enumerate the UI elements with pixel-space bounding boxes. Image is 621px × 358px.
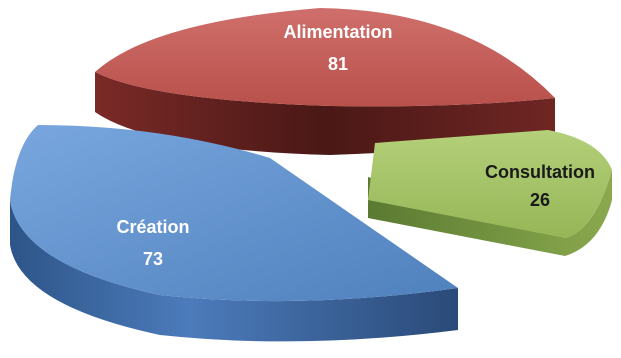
slice-consultation-value: 26 (530, 190, 550, 210)
slice-creation-side (10, 200, 458, 342)
slice-alimentation-value: 81 (328, 54, 348, 74)
slice-alimentation-top (95, 8, 555, 107)
slice-alimentation-label: Alimentation (283, 22, 392, 42)
slice-creation-value: 73 (143, 249, 163, 269)
slice-consultation[interactable]: Consultation 26 (368, 130, 612, 256)
slice-consultation-top (368, 130, 612, 238)
slice-creation[interactable]: Création 73 (10, 125, 458, 342)
slice-alimentation[interactable]: Alimentation 81 (95, 8, 555, 155)
slice-consultation-label: Consultation (485, 162, 595, 182)
slice-creation-label: Création (116, 217, 189, 237)
slice-creation-top (10, 125, 458, 302)
slice-alimentation-side (95, 72, 555, 155)
